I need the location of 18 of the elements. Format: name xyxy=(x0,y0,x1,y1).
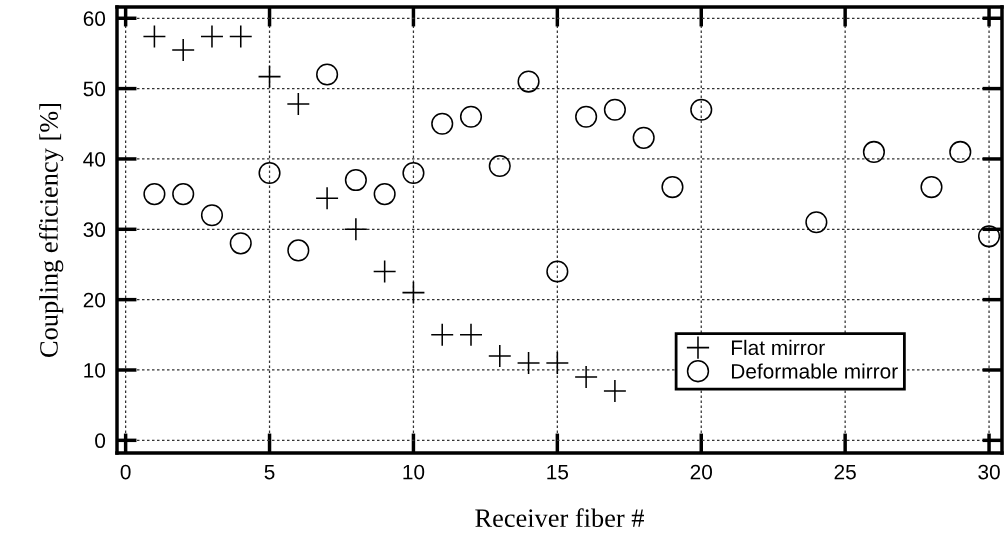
x-tick-label: 25 xyxy=(834,464,856,480)
x-tick-label: 0 xyxy=(120,464,131,480)
y-tick-label: 40 xyxy=(83,151,106,167)
x-tick-label: 10 xyxy=(403,464,425,480)
x-tick-label: 15 xyxy=(547,464,569,480)
y-tick-label: 10 xyxy=(84,362,106,378)
x-tick-label: 5 xyxy=(264,464,275,480)
x-tick-label: 20 xyxy=(690,464,713,480)
y-axis-title: Coupling efficiency [%] xyxy=(39,103,64,357)
legend-label: Deformable mirror xyxy=(731,363,898,379)
legend-label: Flat mirror xyxy=(731,339,825,356)
y-tick-label: 50 xyxy=(83,81,106,97)
y-tick-label: 20 xyxy=(83,292,106,308)
y-tick-label: 60 xyxy=(83,11,106,27)
y-tick-label: 30 xyxy=(83,222,106,238)
x-axis-title: Receiver fiber # xyxy=(475,508,644,528)
x-tick-label: 30 xyxy=(978,464,1000,480)
y-tick-label: 0 xyxy=(95,433,106,449)
